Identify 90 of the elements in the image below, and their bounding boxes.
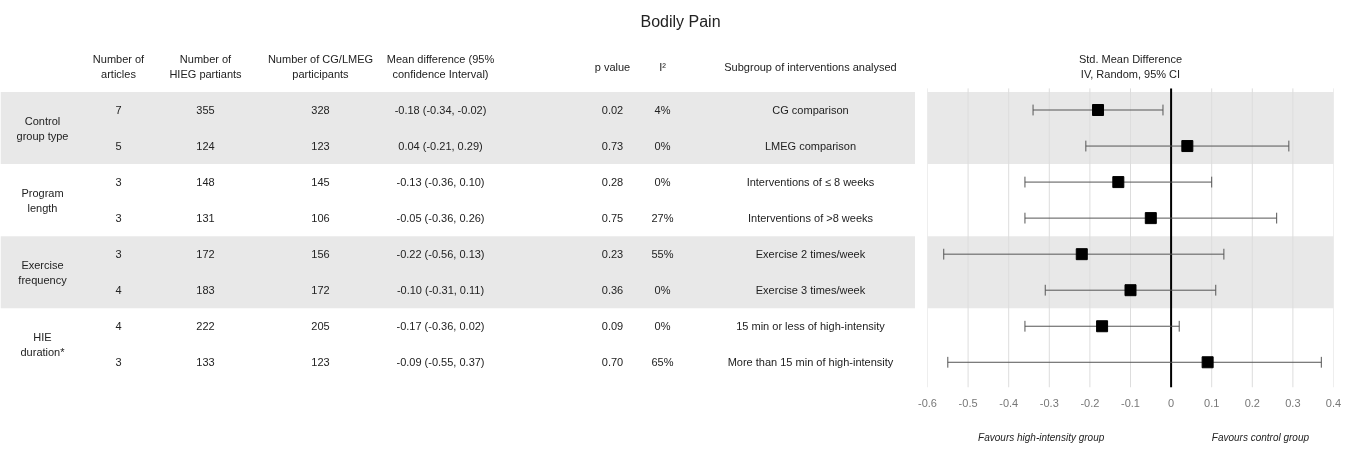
point xyxy=(1096,320,1109,333)
data-label: -0.18 (-0.34, -0.02) xyxy=(394,104,487,117)
text: Number of articles xyxy=(92,53,146,81)
text: 0.09 xyxy=(601,320,624,333)
text: 3 xyxy=(115,356,122,369)
text: p value xyxy=(594,60,631,73)
point xyxy=(1124,284,1137,297)
x-tick-label: 0.2 xyxy=(1244,396,1260,409)
text: 4% xyxy=(654,104,671,117)
text: 145 xyxy=(311,176,330,189)
text: I² xyxy=(659,60,667,73)
text: 123 xyxy=(311,356,330,369)
text: 133 xyxy=(196,356,215,369)
text: 4 xyxy=(115,320,122,333)
text: Control group type xyxy=(16,114,69,142)
data-label: -0.22 (-0.56, 0.13) xyxy=(396,248,485,261)
text: 328 xyxy=(311,104,330,117)
text: Bodily Pain xyxy=(640,13,721,31)
text: Number of HIEG partiants xyxy=(169,53,243,81)
x-tick-label: 0.1 xyxy=(1204,396,1220,409)
data-label: -0.13 (-0.36, 0.10) xyxy=(396,176,485,189)
data-label: -0.09 (-0.55, 0.37) xyxy=(396,356,485,369)
y-tick-label: 15 min or less of high-intensity xyxy=(736,320,886,333)
text: Subgroup of interventions analysed xyxy=(724,60,897,73)
point xyxy=(1144,212,1157,225)
y-tick-label: LMEG comparison xyxy=(764,140,857,153)
data-label: -0.05 (-0.36, 0.26) xyxy=(396,212,485,225)
y-tick-label: Exercise 2 times/week xyxy=(755,248,866,261)
text: 3 xyxy=(115,176,122,189)
text: Favours high-intensity group xyxy=(978,432,1105,443)
y-tick-label: More than 15 min of high-intensity xyxy=(727,356,894,369)
text: 0.23 xyxy=(601,248,624,261)
point xyxy=(1112,176,1125,189)
x-tick-label: -0.2 xyxy=(1080,396,1100,409)
text: HIE duration* xyxy=(20,330,66,358)
text: 0% xyxy=(654,176,671,189)
text: 0.73 xyxy=(601,140,624,153)
text: 0.75 xyxy=(601,212,624,225)
text: 7 xyxy=(115,104,122,117)
x-tick-label: -0.4 xyxy=(999,396,1019,409)
text: 65% xyxy=(651,356,674,369)
text: 123 xyxy=(311,140,330,153)
x-tick-label: -0.5 xyxy=(958,396,978,409)
text: Favours control group xyxy=(1211,432,1310,443)
point xyxy=(1201,356,1214,369)
text: 55% xyxy=(651,248,674,261)
x-axis-title: Std. Mean Difference IV, Random, 95% CI xyxy=(1078,53,1183,81)
text: 0% xyxy=(654,140,671,153)
text: 124 xyxy=(196,140,215,153)
y-tick-label: Interventions of >8 weeks xyxy=(747,212,874,225)
text: 0.36 xyxy=(601,284,624,297)
text: 3 xyxy=(115,248,122,261)
text: Program length xyxy=(21,186,64,214)
text: 156 xyxy=(311,248,330,261)
point xyxy=(1092,104,1105,117)
text: 0.70 xyxy=(601,356,624,369)
text: Exercise frequency xyxy=(18,258,68,286)
x-tick-label: 0.3 xyxy=(1285,396,1301,409)
text: 172 xyxy=(196,248,215,261)
text: 222 xyxy=(196,320,215,333)
text: Mean difference (95% confidence Interval) xyxy=(386,53,495,81)
text: 0% xyxy=(654,284,671,297)
text: 172 xyxy=(311,284,330,297)
text: 3 xyxy=(115,212,122,225)
text: 27% xyxy=(651,212,674,225)
point xyxy=(1181,140,1194,153)
point xyxy=(1075,248,1088,261)
text: 4 xyxy=(115,284,122,297)
text: 131 xyxy=(196,212,215,225)
text: 106 xyxy=(311,212,330,225)
y-tick-label: CG comparison xyxy=(772,104,849,117)
x-tick-label: 0.4 xyxy=(1325,396,1342,409)
data-label: -0.10 (-0.31, 0.11) xyxy=(396,284,485,297)
data-label: 0.04 (-0.21, 0.29) xyxy=(398,140,483,153)
text: 148 xyxy=(196,176,215,189)
x-tick-label: -0.1 xyxy=(1121,396,1140,409)
text: 0.02 xyxy=(601,104,624,117)
text: 205 xyxy=(311,320,330,333)
y-tick-label: Exercise 3 times/week xyxy=(755,284,866,297)
x-tick-label: -0.3 xyxy=(1039,396,1059,409)
data-label: -0.17 (-0.36, 0.02) xyxy=(396,320,485,333)
x-tick-label: -0.6 xyxy=(918,396,937,409)
text: 183 xyxy=(196,284,215,297)
text: Number of CG/LMEG participants xyxy=(267,53,374,81)
text: 0% xyxy=(654,320,671,333)
y-tick-label: Interventions of ≤ 8 weeks xyxy=(746,176,875,189)
text: 5 xyxy=(115,140,122,153)
text: 0.28 xyxy=(601,176,624,189)
x-tick-label: 0 xyxy=(1168,396,1175,409)
text: 355 xyxy=(196,104,215,117)
